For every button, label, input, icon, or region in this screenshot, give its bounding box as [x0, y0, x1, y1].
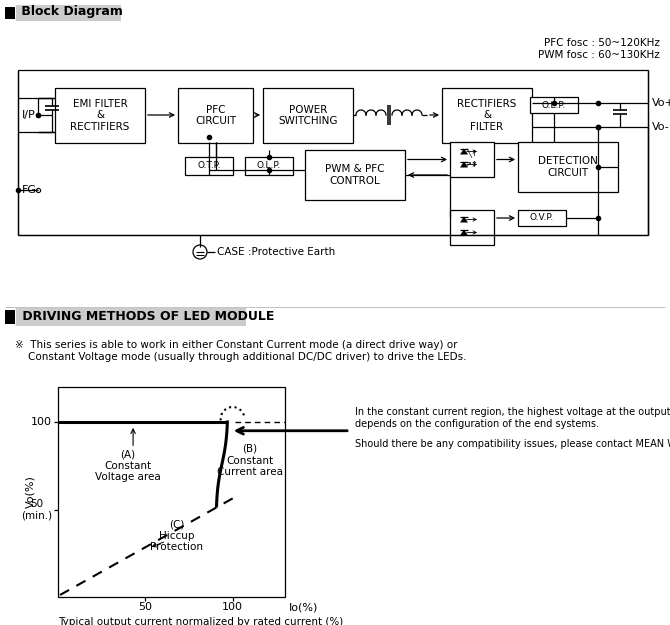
Bar: [5, 310, 15, 324]
Text: Vo+: Vo+: [652, 98, 670, 108]
Bar: [5, 7, 15, 19]
Text: O.V.P.: O.V.P.: [530, 214, 554, 222]
Polygon shape: [460, 216, 468, 222]
Text: 100: 100: [31, 417, 52, 427]
Text: (A)
Constant
Voltage area: (A) Constant Voltage area: [95, 449, 161, 482]
Bar: [518, 142, 618, 192]
Bar: [185, 157, 233, 175]
Bar: [16, 5, 121, 21]
Text: POWER
SWITCHING: POWER SWITCHING: [278, 105, 338, 126]
Bar: [442, 88, 532, 143]
Text: RECTIFIERS
&
FILTER: RECTIFIERS & FILTER: [458, 99, 517, 132]
Text: ╲↑
↗↑: ╲↑ ↗↑: [465, 149, 479, 169]
Bar: [245, 157, 293, 175]
Text: O.L.P.: O.L.P.: [542, 101, 566, 109]
Bar: [450, 210, 494, 245]
Text: (B)
Constant
Current area: (B) Constant Current area: [217, 444, 283, 477]
Bar: [178, 88, 253, 143]
Text: Typical output current normalized by rated current (%): Typical output current normalized by rat…: [58, 617, 343, 625]
Text: PFC fosc : 50~120KHz
PWM fosc : 60~130KHz: PFC fosc : 50~120KHz PWM fosc : 60~130KH…: [538, 38, 660, 59]
Polygon shape: [460, 229, 468, 236]
Text: In the constant current region, the highest voltage at the output of the driver: In the constant current region, the high…: [355, 407, 670, 417]
Text: Vo(%): Vo(%): [25, 476, 35, 509]
Text: Io(%): Io(%): [289, 602, 318, 612]
Bar: [58, 387, 285, 597]
Text: Block Diagram: Block Diagram: [17, 6, 123, 19]
Text: DETECTION
CIRCUIT: DETECTION CIRCUIT: [538, 156, 598, 178]
Polygon shape: [460, 161, 468, 168]
Bar: [518, 210, 566, 226]
Text: ※  This series is able to work in either Constant Current mode (a direct drive w: ※ This series is able to work in either …: [15, 340, 466, 362]
Text: 50: 50: [138, 602, 152, 612]
Text: PFC
CIRCUIT: PFC CIRCUIT: [195, 105, 236, 126]
Text: Should there be any compatibility issues, please contact MEAN WELL.: Should there be any compatibility issues…: [355, 439, 670, 449]
Text: CASE :Protective Earth: CASE :Protective Earth: [217, 247, 335, 257]
Bar: [530, 97, 578, 113]
Text: 100: 100: [222, 602, 243, 612]
Text: O.T.P.: O.T.P.: [197, 161, 220, 171]
Text: PWM & PFC
CONTROL: PWM & PFC CONTROL: [325, 164, 385, 186]
Text: EMI FILTER
&
RECTIFIERS: EMI FILTER & RECTIFIERS: [70, 99, 130, 132]
Text: O.L.P.: O.L.P.: [257, 161, 281, 171]
Bar: [55, 88, 145, 143]
Text: FG: FG: [22, 185, 37, 195]
Text: (C)
Hiccup
Protection: (C) Hiccup Protection: [150, 519, 203, 552]
Bar: [263, 88, 353, 143]
Bar: [16, 308, 246, 326]
Bar: [450, 142, 494, 177]
Bar: [305, 150, 405, 200]
Text: I/P: I/P: [22, 110, 36, 120]
Text: Vo-: Vo-: [652, 122, 670, 132]
Text: depends on the configuration of the end systems.: depends on the configuration of the end …: [355, 419, 599, 429]
Text: 50
(min.): 50 (min.): [21, 499, 52, 520]
Polygon shape: [460, 149, 468, 154]
Text: DRIVING METHODS OF LED MODULE: DRIVING METHODS OF LED MODULE: [18, 309, 275, 322]
